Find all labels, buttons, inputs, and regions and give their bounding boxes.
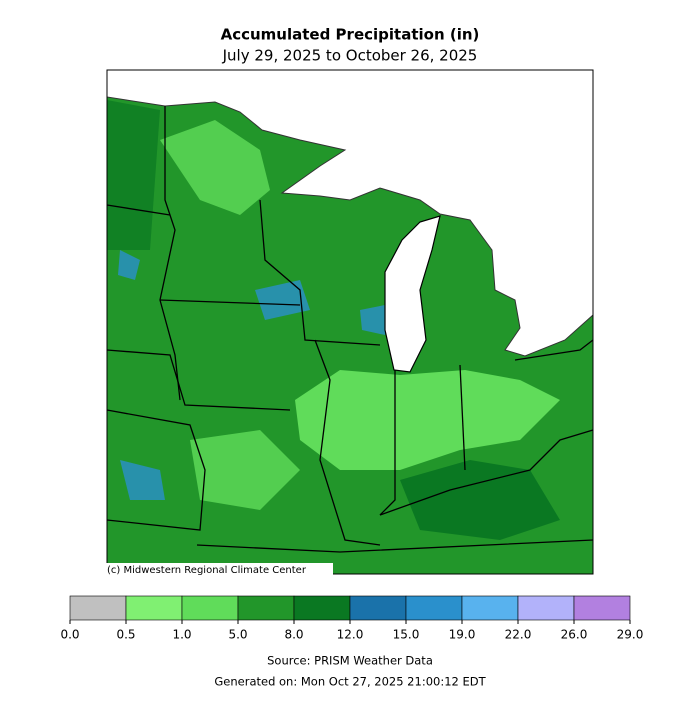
colorbar-tick-label: 0.5	[116, 628, 135, 642]
lake-michigan	[384, 215, 441, 373]
colorbar-segment	[125, 595, 183, 621]
colorbar-tick-label: 15.0	[393, 628, 420, 642]
colorbar-tick-label: 26.0	[561, 628, 588, 642]
wet-area	[118, 250, 140, 280]
colorbar-tick-label: 0.0	[60, 628, 79, 642]
colorbar-tick-label: 22.0	[505, 628, 532, 642]
subtitle: July 29, 2025 to October 26, 2025	[222, 47, 478, 65]
colorbar: 0.0 0.5 1.0 5.0 8.0 12.0 15.0 19.0 22.0 26.0 29.0	[60, 595, 644, 642]
colorbar-segment	[181, 595, 239, 621]
colorbar-segment	[293, 595, 351, 621]
colorbar-segment	[405, 595, 463, 621]
wet-area	[255, 280, 310, 320]
source: Source: PRISM Weather Data	[267, 654, 433, 668]
water-canada	[106, 69, 594, 357]
generated: Generated on: Mon Oct 27, 2025 21:00:12 …	[214, 675, 486, 689]
colorbar-segment	[461, 595, 519, 621]
credit: (c) Midwestern Regional Climate Center	[107, 565, 307, 576]
colorbar-segment	[237, 595, 295, 621]
dark-area	[400, 460, 560, 540]
colorbar-tick-label: 8.0	[284, 628, 303, 642]
colorbar-segment	[517, 595, 575, 621]
colorbar-tick-label: 12.0	[337, 628, 364, 642]
wet-area	[120, 460, 165, 500]
colorbar-tick-label: 29.0	[617, 628, 644, 642]
colorbar-segment	[69, 595, 127, 621]
colorbar-tick-label: 5.0	[228, 628, 247, 642]
dark-area	[107, 100, 160, 250]
wet-area	[360, 305, 385, 335]
colorbar-tick-label: 1.0	[172, 628, 191, 642]
credit-box	[105, 563, 333, 576]
colorbar-segment	[573, 595, 631, 621]
light-area	[295, 370, 560, 470]
map-frame	[106, 69, 594, 575]
light-area	[160, 120, 270, 215]
light-area	[190, 430, 300, 510]
map: (c) Midwestern Regional Climate Center	[105, 69, 594, 576]
title: Accumulated Precipitation (in)	[221, 26, 480, 44]
state-borders	[106, 106, 594, 553]
colorbar-tick-label: 19.0	[449, 628, 476, 642]
colorbar-segment	[349, 595, 407, 621]
